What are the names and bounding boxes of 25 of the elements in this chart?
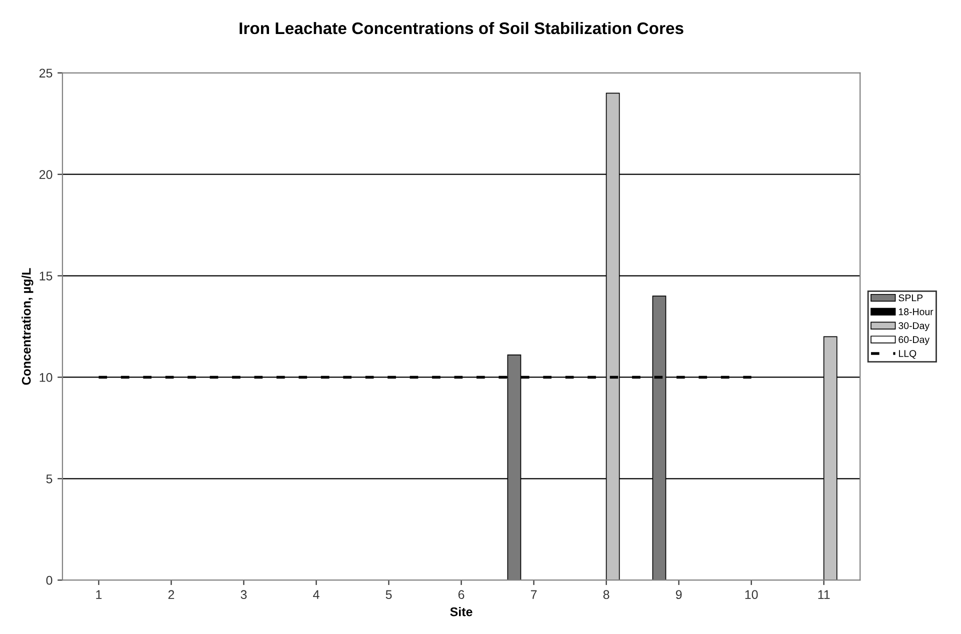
y-tick-label: 20 bbox=[39, 170, 52, 179]
y-axis-title: Concentration, µg/L bbox=[22, 268, 34, 385]
x-tick-label: 9 bbox=[676, 590, 682, 600]
x-tick-label: 6 bbox=[458, 590, 464, 600]
y-tick-label: 10 bbox=[40, 373, 52, 382]
x-axis-title: Site bbox=[450, 607, 472, 616]
y-tick-label: 5 bbox=[46, 474, 52, 484]
legend-label: LLQ bbox=[899, 350, 916, 359]
legend-label: 60-Day bbox=[898, 336, 930, 345]
y-tick-label: 25 bbox=[39, 68, 52, 78]
chart-title: Iron Leachate Concentrations of Soil Stabilization Cores bbox=[240, 22, 684, 34]
x-tick-label: 1 bbox=[96, 590, 102, 599]
x-tick-label: 2 bbox=[168, 590, 174, 599]
legend-label: 18-Hour bbox=[898, 308, 934, 316]
x-tick-label: 3 bbox=[240, 590, 247, 600]
legend-label: 30-Day bbox=[898, 322, 930, 332]
x-tick-label: 8 bbox=[603, 590, 610, 600]
x-tick-label: 5 bbox=[386, 590, 392, 600]
x-tick-label: 7 bbox=[530, 590, 537, 599]
y-tick-label: 0 bbox=[46, 576, 52, 585]
x-tick-label: 11 bbox=[818, 590, 830, 599]
legend-label: SPLP bbox=[898, 294, 923, 302]
x-tick-label: 4 bbox=[313, 590, 320, 599]
x-tick-label: 10 bbox=[745, 590, 758, 600]
y-tick-label: 15 bbox=[40, 272, 52, 280]
